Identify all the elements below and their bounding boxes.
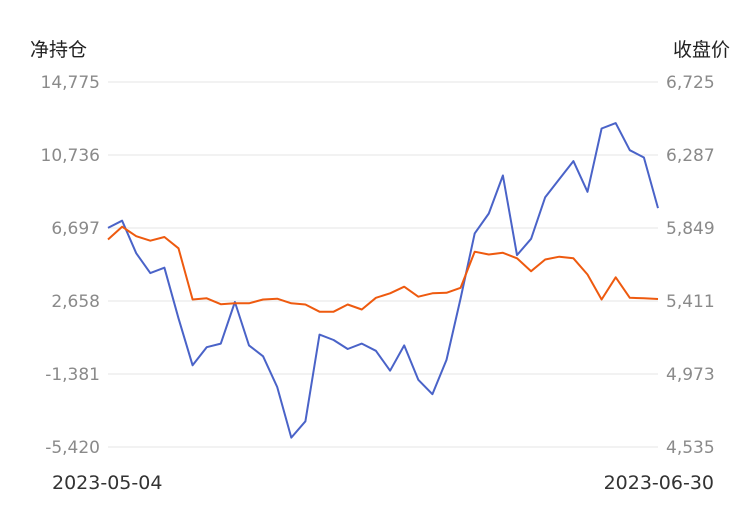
right-tick-label: 5,411 (666, 292, 715, 312)
left-axis-title: 净持仓 (30, 39, 87, 61)
right-axis-title: 收盘价 (673, 39, 730, 61)
right-tick-label: 6,725 (666, 73, 715, 93)
series-layer (107, 122, 659, 439)
left-axis-ticks: 14,775 10,736 6,697 2,658 -1,381 -5,420 (41, 73, 100, 458)
right-tick-label: 5,849 (666, 219, 715, 239)
left-tick-label: -5,420 (45, 438, 100, 458)
left-tick-label: 10,736 (41, 146, 100, 166)
x-axis-start-label: 2023-05-04 (52, 472, 162, 494)
right-tick-label: 4,535 (666, 438, 715, 458)
net-position-line (107, 122, 659, 439)
right-tick-label: 4,973 (666, 365, 715, 385)
left-tick-label: 6,697 (51, 219, 100, 239)
x-axis-end-label: 2023-06-30 (604, 472, 714, 494)
close-price-line (107, 225, 659, 313)
right-tick-label: 6,287 (666, 146, 715, 166)
left-tick-label: 2,658 (51, 292, 100, 312)
right-axis-ticks: 6,725 6,287 5,849 5,411 4,973 4,535 (666, 73, 715, 458)
grid-lines (108, 81, 658, 448)
left-tick-label: 14,775 (41, 73, 100, 93)
left-tick-label: -1,381 (45, 365, 100, 385)
